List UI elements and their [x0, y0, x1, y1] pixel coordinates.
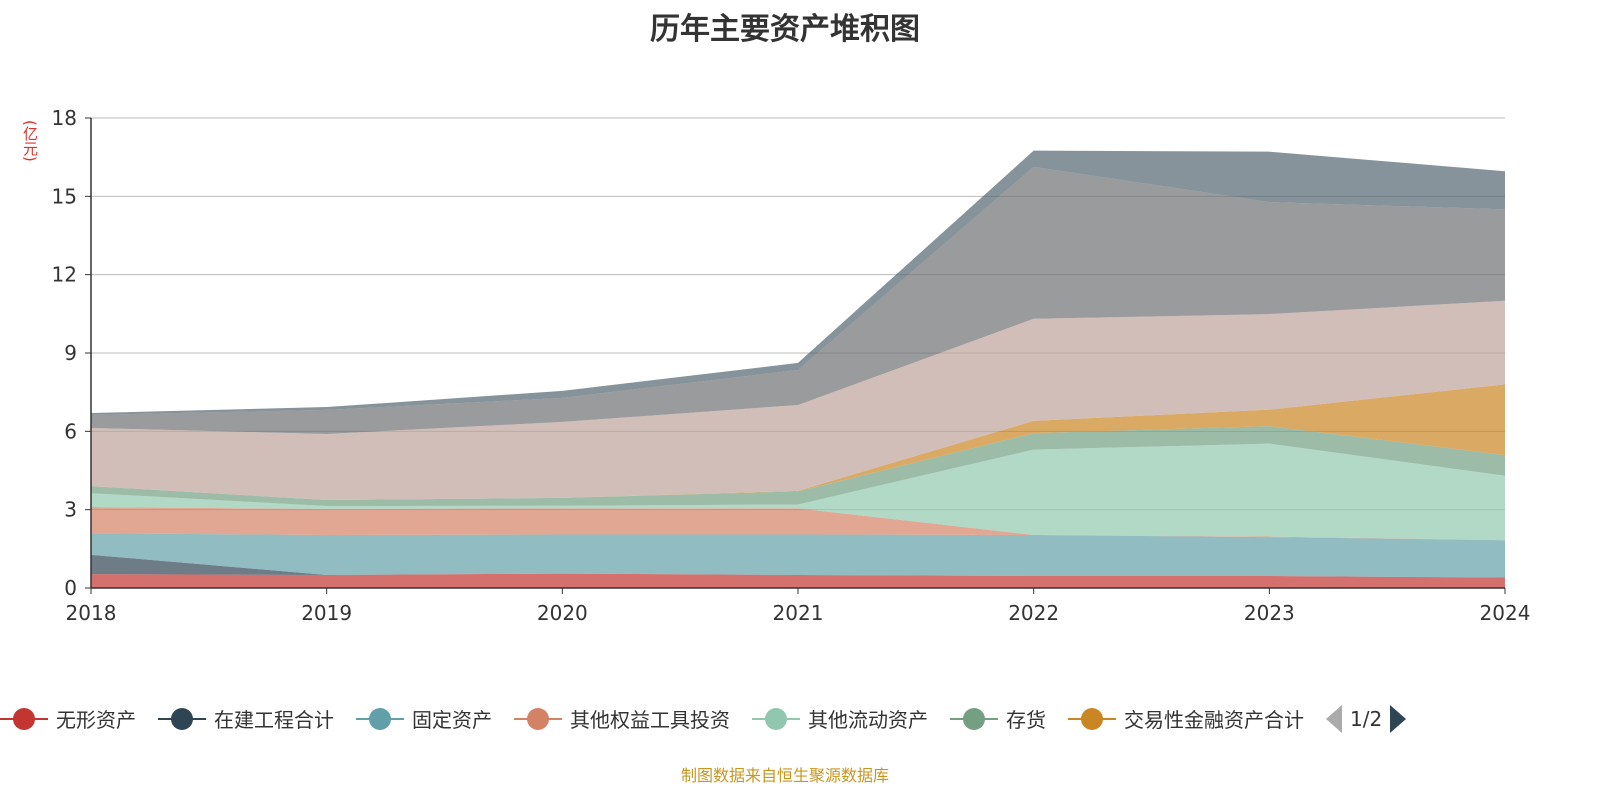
chart-title: 历年主要资产堆积图	[650, 12, 920, 47]
legend-label: 固定资产	[412, 708, 492, 732]
y-tick-label: 9	[64, 341, 77, 365]
legend-marker-icon	[752, 707, 800, 731]
x-tick-label: 2024	[1480, 601, 1531, 625]
y-tick-label: 3	[64, 498, 77, 522]
data-source: 制图数据来自恒生聚源数据库	[680, 766, 889, 785]
legend-item[interactable]: 固定资产	[356, 704, 492, 733]
area-series-7	[91, 300, 1505, 501]
x-tick-label: 2018	[66, 601, 117, 625]
legend-page: 1/2	[1350, 706, 1383, 731]
y-tick-label: 6	[64, 419, 77, 443]
area-series-4	[91, 443, 1505, 541]
y-tick-label: 0	[64, 576, 77, 600]
legend-marker-icon	[950, 707, 998, 731]
legend-label: 存货	[1006, 708, 1046, 732]
legend-item[interactable]: 无形资产	[0, 704, 136, 733]
legend-marker-icon	[356, 707, 404, 731]
legend-marker-icon	[1068, 707, 1116, 731]
x-tick-label: 2023	[1244, 601, 1295, 625]
legend-label: 其他流动资产	[808, 708, 928, 732]
y-tick-label: 12	[52, 263, 77, 287]
legend-item[interactable]: 存货	[950, 704, 1046, 733]
legend-label: 交易性金融资产合计	[1124, 708, 1304, 732]
legend-next-icon[interactable]	[1390, 704, 1407, 733]
legend-marker-icon	[0, 707, 48, 731]
legend-pager: 1/2	[1326, 704, 1407, 733]
x-tick-label: 2020	[537, 601, 588, 625]
area-series-9	[91, 150, 1505, 415]
legend-item[interactable]: 其他流动资产	[752, 704, 928, 733]
plot-area: 0 3 6 9 12 15 18 2018 2019 2020 2021 2022 2023 2024	[52, 106, 1531, 625]
legend-label: 其他权益工具投资	[570, 708, 730, 732]
legend: 无形资产 在建工程合计 固定资产 其他权益工具投资 其他流动资产 存货 交易性金融资产合计 …	[0, 704, 1407, 733]
y-tick-label: 15	[52, 184, 77, 208]
area-series-0	[91, 573, 1505, 588]
y-tick-label: 18	[52, 106, 77, 130]
area-series-2	[91, 533, 1505, 578]
legend-item[interactable]: 交易性金融资产合计	[1068, 704, 1304, 733]
legend-item[interactable]: 在建工程合计	[158, 704, 334, 733]
legend-marker-icon	[158, 707, 206, 731]
legend-label: 在建工程合计	[214, 708, 334, 732]
area-series-3	[91, 507, 1505, 541]
area-series-8	[91, 166, 1505, 434]
legend-prev-icon[interactable]	[1326, 704, 1342, 733]
x-tick-label: 2022	[1008, 601, 1059, 625]
x-tick-label: 2021	[773, 601, 824, 625]
x-tick-label: 2019	[301, 601, 352, 625]
legend-marker-icon	[514, 707, 562, 731]
legend-item[interactable]: 其他权益工具投资	[514, 704, 730, 733]
area-series-5	[91, 426, 1505, 507]
y-axis-unit: (亿元)	[21, 120, 39, 162]
legend-label: 无形资产	[56, 708, 136, 732]
